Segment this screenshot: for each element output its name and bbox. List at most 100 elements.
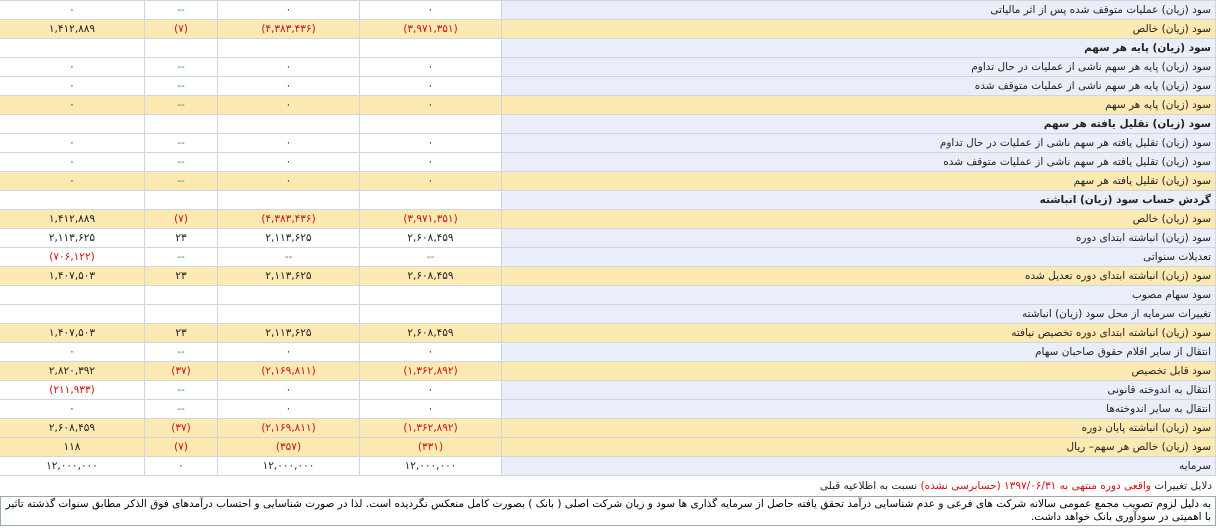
value-cell: ۰: [359, 0, 502, 20]
value-cell: --: [144, 0, 218, 20]
value-cell: (۴,۳۸۳,۴۳۶): [217, 19, 360, 39]
table-row: تغییرات سرمایه از محل سود (زیان) انباشته: [0, 304, 1216, 324]
row-label: سود (زیان) تقلیل یافته هر سهم: [501, 114, 1216, 134]
value-cell: ۰: [359, 399, 502, 419]
value-cell: ۰: [217, 133, 360, 153]
table-row: سود (زیان) تقلیل یافته هر سهم ۰ ۰ -- ۰: [0, 171, 1216, 191]
value-cell: [217, 304, 360, 324]
value-cell: (۳۵۷): [217, 437, 360, 457]
value-cell: ۰: [359, 57, 502, 77]
value-cell: [217, 285, 360, 305]
value-cell: ۰: [0, 171, 145, 191]
value-cell: (۴,۳۸۳,۴۳۶): [217, 209, 360, 229]
table-row: انتقال به سایر اندوخته‌ها ۰ ۰ -- ۰: [0, 399, 1216, 419]
row-label: سود (زیان) عملیات متوقف شده پس از اثر ما…: [501, 0, 1216, 20]
value-cell: ۲۳: [144, 228, 218, 248]
value-cell: ۰: [217, 0, 360, 20]
table-row: تعدیلات سنواتی -- -- -- (۷۰۶,۱۲۲): [0, 247, 1216, 267]
row-label: تغییرات سرمایه از محل سود (زیان) انباشته: [501, 304, 1216, 324]
value-cell: --: [144, 57, 218, 77]
row-label: سود (زیان) تقلیل یافته هر سهم ناشی از عم…: [501, 152, 1216, 172]
row-label: سود (زیان) تقلیل یافته هر سهم ناشی از عم…: [501, 133, 1216, 153]
table-row: انتقال از سایر اقلام حقوق صاحبان سهام ۰ ۰-…: [0, 342, 1216, 362]
row-label: سود قابل تخصیص: [501, 361, 1216, 381]
value-cell: (۷): [144, 437, 218, 457]
value-cell: ۲,۶۰۸,۴۵۹: [0, 418, 145, 438]
row-label: سود (زیان) پایه هر سهم: [501, 38, 1216, 58]
value-cell: --: [144, 95, 218, 115]
value-cell: ۲,۶۰۸,۴۵۹: [359, 266, 502, 286]
row-label: انتقال به اندوخته قانونی: [501, 380, 1216, 400]
value-cell: ۰: [359, 95, 502, 115]
value-cell: --: [144, 342, 218, 362]
caption: دلایل تغییرات واقعی دوره منتهی به ۱۳۹۷/۰…: [0, 476, 1216, 494]
value-cell: ۱۱۸: [0, 437, 145, 457]
value-cell: ۲,۱۱۳,۶۲۵: [217, 228, 360, 248]
value-cell: ۰: [217, 342, 360, 362]
row-label: سود (زیان) پایه هر سهم ناشی از عملیات در…: [501, 57, 1216, 77]
value-cell: ۰: [217, 399, 360, 419]
table-row: انتقال به اندوخته قانونی ۰ ۰ -- (۲۱۱,۹۳۳): [0, 380, 1216, 400]
value-cell: ۰: [0, 342, 145, 362]
value-cell: --: [359, 247, 502, 267]
value-cell: ۲۳: [144, 266, 218, 286]
table-row: سود (زیان) پایه هر سهم ۰ ۰ -- ۰: [0, 95, 1216, 115]
table-row: سود (زیان) تقلیل یافته هر سهم: [0, 114, 1216, 134]
value-cell: ۰: [217, 57, 360, 77]
value-cell: [359, 190, 502, 210]
value-cell: --: [144, 152, 218, 172]
value-cell: ۰: [217, 152, 360, 172]
table-row: سود (زیان) خالص (۳,۹۷۱,۳۵۱) (۴,۳۸۳,۴۳۶) (۷)…: [0, 209, 1216, 229]
row-label: سود (زیان) پایه هر سهم ناشی از عملیات مت…: [501, 76, 1216, 96]
row-label: سود (زیان) انباشته ابتدای دوره: [501, 228, 1216, 248]
value-cell: (۲,۱۶۹,۸۱۱): [217, 361, 360, 381]
value-cell: ۲,۱۱۳,۶۲۵: [217, 323, 360, 343]
table-row: سود (زیان) انباشته ابتدای دوره ۲,۶۰۸,۴۵۹ ۲…: [0, 228, 1216, 248]
table-row: سود سهام مصوب: [0, 285, 1216, 305]
value-cell: ۱,۴۱۲,۸۸۹: [0, 19, 145, 39]
value-cell: ۰: [0, 0, 145, 20]
value-cell: --: [144, 133, 218, 153]
value-cell: (۲,۱۶۹,۸۱۱): [217, 418, 360, 438]
value-cell: --: [144, 399, 218, 419]
value-cell: ۰: [0, 399, 145, 419]
row-label: سود (زیان) انباشته پایان دوره: [501, 418, 1216, 438]
value-cell: [0, 114, 145, 134]
table-row: سود (زیان) تقلیل یافته هر سهم ناشی از عم…: [0, 152, 1216, 172]
value-cell: (۷): [144, 19, 218, 39]
row-label: سود (زیان) خالص: [501, 19, 1216, 39]
value-cell: ۲,۶۰۸,۴۵۹: [359, 228, 502, 248]
row-label: سود (زیان) تقلیل یافته هر سهم: [501, 171, 1216, 191]
value-cell: ۰: [359, 76, 502, 96]
value-cell: (۱,۳۶۲,۸۹۲): [359, 418, 502, 438]
value-cell: ۱۲,۰۰۰,۰۰۰: [217, 456, 360, 476]
value-cell: --: [144, 380, 218, 400]
table-row: سرمایه ۱۲,۰۰۰,۰۰۰ ۱۲,۰۰۰,۰۰۰ ۰ ۱۲,۰۰۰,۰۰۰: [0, 456, 1216, 476]
value-cell: ۰: [359, 342, 502, 362]
row-label: سود (زیان) پایه هر سهم: [501, 95, 1216, 115]
value-cell: ۱۲,۰۰۰,۰۰۰: [0, 456, 145, 476]
table-row: سود (زیان) تقلیل یافته هر سهم ناشی از عم…: [0, 133, 1216, 153]
table-row: سود (زیان) پایه هر سهم ناشی از عملیات در…: [0, 57, 1216, 77]
value-cell: [144, 285, 218, 305]
caption-end: نسبت به اطلاعیه قبلی: [819, 480, 918, 492]
value-cell: ۰: [0, 57, 145, 77]
value-cell: ۰: [359, 152, 502, 172]
value-cell: [359, 285, 502, 305]
value-cell: (۳,۹۷۱,۳۵۱): [359, 209, 502, 229]
value-cell: (۲۱۱,۹۳۳): [0, 380, 145, 400]
value-cell: ۱,۴۰۷,۵۰۳: [0, 323, 145, 343]
row-label: سود (زیان) خالص: [501, 209, 1216, 229]
table-row: سود (زیان) پایه هر سهم ناشی از عملیات مت…: [0, 76, 1216, 96]
value-cell: ۰: [359, 380, 502, 400]
value-cell: (۳۳۱): [359, 437, 502, 457]
statement-table: سود (زیان) عملیات متوقف شده پس از اثر ما…: [0, 0, 1216, 476]
table-row: گردش حساب سود (زیان) انباشته: [0, 190, 1216, 210]
caption-start: دلایل تغییرات: [1154, 480, 1212, 492]
value-cell: (۷): [144, 209, 218, 229]
value-cell: ۲,۶۰۸,۴۵۹: [359, 323, 502, 343]
caption-highlight: واقعی دوره منتهی به ۱۳۹۷/۰۶/۳۱ (حسابرسی …: [920, 480, 1151, 492]
